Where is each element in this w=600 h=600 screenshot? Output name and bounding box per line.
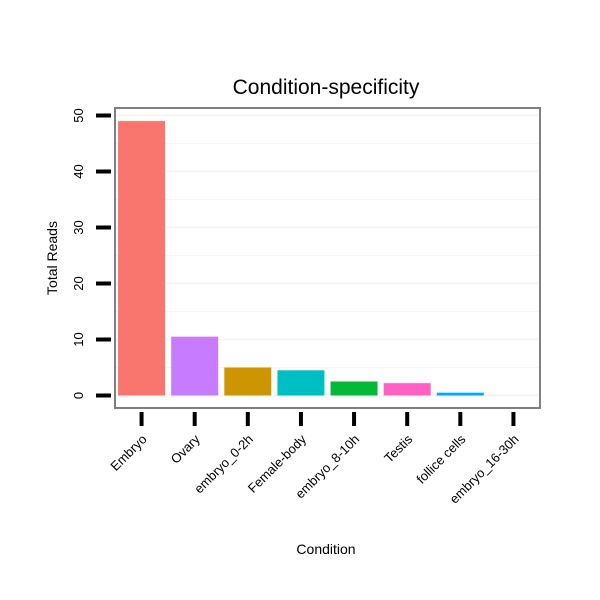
y-axis: 0 10 20 30 40 50 xyxy=(71,108,111,399)
x-tick-label: Ovary xyxy=(168,431,203,466)
bar xyxy=(330,381,378,396)
bar xyxy=(277,370,325,396)
y-tick-label: 40 xyxy=(71,164,86,178)
bar xyxy=(118,121,166,396)
x-tick-label: Embryo xyxy=(107,432,149,474)
y-tick-label: 50 xyxy=(71,108,86,122)
x-axis: Embryo Ovaryembryo_0-2hFemale-bodyembryo_… xyxy=(107,412,522,507)
y-tick-label: 0 xyxy=(71,392,86,399)
y-tick-label: 10 xyxy=(71,332,86,346)
x-tick-label: Testis xyxy=(381,431,415,465)
chart-title: Condition-specificity xyxy=(233,76,420,99)
bar xyxy=(171,336,219,396)
bar xyxy=(436,392,484,396)
x-axis-title: Condition xyxy=(296,541,355,557)
bar xyxy=(383,383,431,396)
y-axis-title: Total Reads xyxy=(44,221,60,295)
y-tick-label: 30 xyxy=(71,220,86,234)
plot-border xyxy=(114,107,541,409)
bars xyxy=(118,121,484,396)
bar xyxy=(224,367,272,396)
y-tick-label: 20 xyxy=(71,276,86,290)
x-tick-label: follice cells xyxy=(413,431,468,486)
